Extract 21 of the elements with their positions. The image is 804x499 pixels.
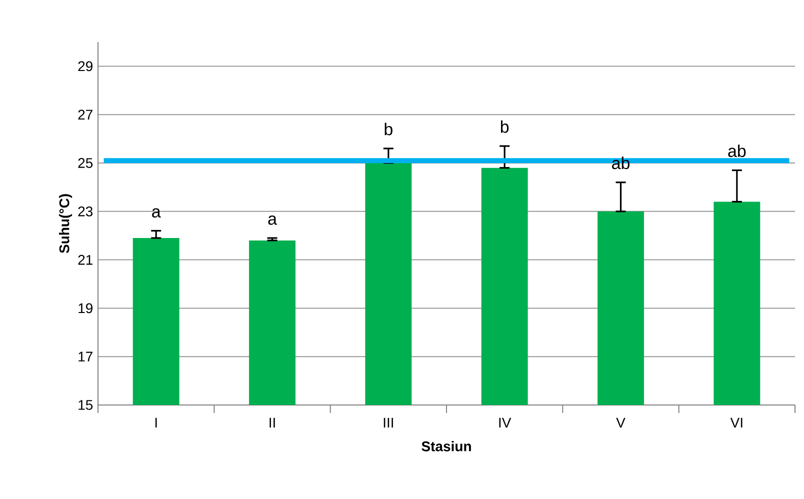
x-tick-label: V xyxy=(616,418,626,428)
x-tick-label: I xyxy=(155,418,157,428)
x-tick-label: VI xyxy=(730,418,742,428)
y-tick-label: 25 xyxy=(78,158,93,168)
x-axis-title: Stasiun xyxy=(422,441,471,452)
y-axis-title: Suhu(°C) xyxy=(58,194,72,254)
x-tick-label: III xyxy=(384,418,393,428)
y-tick-label: 27 xyxy=(78,110,92,120)
annotation: ab xyxy=(728,144,746,158)
annotation: a xyxy=(268,216,277,225)
annotation: a xyxy=(152,208,161,218)
y-tick-label: 17 xyxy=(78,352,92,362)
annotation: b xyxy=(500,120,509,133)
y-tick-label: 23 xyxy=(78,206,93,216)
x-tick-label: II xyxy=(270,418,275,428)
y-tick-label: 19 xyxy=(78,303,92,314)
y-tick-label: 21 xyxy=(78,254,92,265)
x-tick-label: IV xyxy=(499,418,512,428)
y-tick-label: 29 xyxy=(78,61,92,72)
annotation: b xyxy=(384,122,392,136)
y-tick-label: 15 xyxy=(78,400,93,410)
